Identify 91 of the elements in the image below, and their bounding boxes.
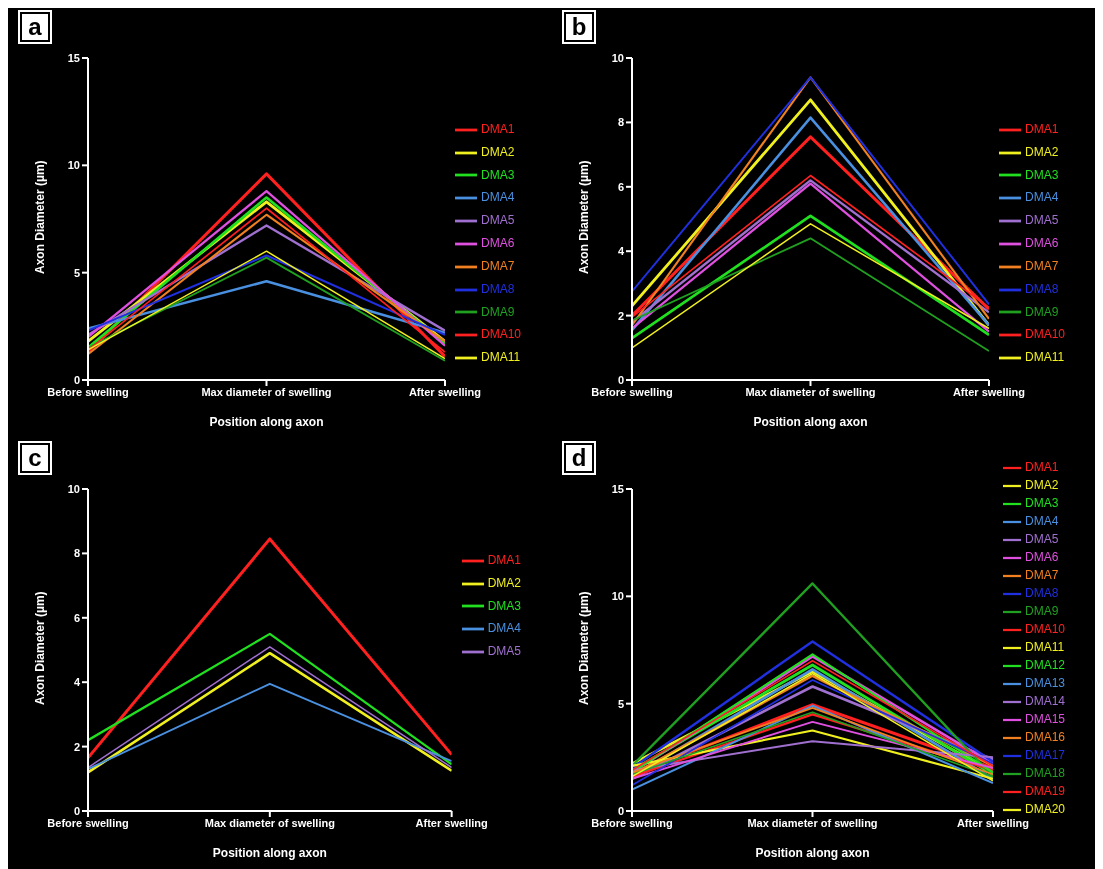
x-axis-title: Position along axon xyxy=(755,846,870,860)
x-tick-label: Max diameter of swelling xyxy=(745,385,876,398)
legend-label: DMA3 xyxy=(480,167,515,182)
legend-label: DMA18 xyxy=(1024,766,1065,781)
legend-label: DMA14 xyxy=(1024,694,1065,709)
legend-label: DMA7 xyxy=(1024,258,1059,273)
legend-label: DMA6 xyxy=(480,236,515,251)
y-axis-title: Axon Diameter (µm) xyxy=(33,160,48,274)
x-axis-title: Position along axon xyxy=(212,846,327,860)
legend-label: DMA10 xyxy=(1024,327,1065,342)
x-tick-label: After swelling xyxy=(956,816,1030,829)
chart-title: a xyxy=(20,12,50,42)
legend-label: DMA5 xyxy=(1024,532,1059,547)
chart-title: d xyxy=(564,443,594,473)
chart-title: c xyxy=(20,443,50,473)
x-tick-label: After swelling xyxy=(952,385,1026,398)
y-axis-title: Axon Diameter (µm) xyxy=(577,591,592,705)
x-tick-label: After swelling xyxy=(408,385,482,398)
legend-label: DMA8 xyxy=(1024,586,1059,601)
legend-label: DMA7 xyxy=(480,258,515,273)
legend-label: DMA1 xyxy=(487,553,521,567)
y-tick-label: 6 xyxy=(73,611,80,624)
legend-label: DMA3 xyxy=(487,598,521,613)
x-tick-label: After swelling xyxy=(415,816,488,829)
y-tick-label: 15 xyxy=(611,482,624,495)
legend-label: DMA6 xyxy=(1024,236,1059,251)
legend-label: DMA9 xyxy=(1024,304,1059,319)
legend-label: DMA13 xyxy=(1024,676,1065,691)
legend-label: DMA8 xyxy=(1024,281,1059,296)
legend-label: DMA15 xyxy=(1024,712,1065,727)
y-tick-label: 10 xyxy=(67,482,80,495)
legend-label: DMA17 xyxy=(1024,748,1065,763)
y-tick-label: 4 xyxy=(73,676,81,689)
legend-label: DMA11 xyxy=(1024,350,1065,365)
y-tick-label: 15 xyxy=(67,51,80,64)
legend-label: DMA10 xyxy=(1024,622,1065,637)
x-tick-label: Before swelling xyxy=(591,385,673,398)
legend-label: DMA20 xyxy=(1024,802,1065,817)
y-tick-label: 2 xyxy=(617,309,624,322)
legend-label: DMA5 xyxy=(1024,213,1059,228)
y-tick-label: 8 xyxy=(617,116,624,129)
x-tick-label: Max diameter of swelling xyxy=(204,816,335,829)
legend-label: DMA4 xyxy=(1024,190,1059,205)
legend-label: DMA11 xyxy=(480,350,521,365)
y-axis-title: Axon Diameter (µm) xyxy=(577,160,592,274)
y-axis-title: Axon Diameter (µm) xyxy=(33,591,48,705)
legend-label: DMA2 xyxy=(1024,144,1059,159)
y-tick-label: 10 xyxy=(611,590,624,603)
legend-label: DMA5 xyxy=(480,213,515,228)
y-tick-label: 5 xyxy=(73,266,80,279)
y-tick-label: 10 xyxy=(67,159,80,172)
y-tick-label: 2 xyxy=(73,740,80,753)
x-axis-title: Position along axon xyxy=(753,415,868,429)
legend-label: DMA1 xyxy=(1024,122,1059,136)
x-tick-label: Before swelling xyxy=(591,816,673,829)
legend-label: DMA7 xyxy=(1024,568,1059,583)
legend-label: DMA9 xyxy=(480,304,515,319)
y-tick-label: 0 xyxy=(617,373,624,386)
y-tick-label: 5 xyxy=(617,697,624,710)
legend-label: DMA11 xyxy=(1024,640,1065,655)
y-tick-label: 10 xyxy=(611,51,624,64)
legend-label: DMA2 xyxy=(487,575,521,590)
y-tick-label: 6 xyxy=(617,180,624,193)
legend-label: DMA9 xyxy=(1024,604,1059,619)
legend-label: DMA12 xyxy=(1024,658,1065,673)
legend-label: DMA8 xyxy=(480,281,515,296)
legend-label: DMA10 xyxy=(480,327,521,342)
legend-label: DMA4 xyxy=(487,621,521,636)
legend-label: DMA2 xyxy=(480,144,515,159)
x-tick-label: Before swelling xyxy=(47,816,129,829)
y-tick-label: 4 xyxy=(617,245,625,258)
legend-label: DMA1 xyxy=(1024,460,1059,475)
legend-label: DMA19 xyxy=(1024,784,1065,799)
legend-label: DMA5 xyxy=(487,644,521,659)
x-tick-label: Before swelling xyxy=(47,385,129,398)
x-tick-label: Max diameter of swelling xyxy=(747,816,878,829)
legend-label: DMA4 xyxy=(480,190,515,205)
legend-label: DMA6 xyxy=(1024,550,1059,565)
x-axis-title: Position along axon xyxy=(209,415,324,429)
legend-label: DMA16 xyxy=(1024,730,1065,745)
chart-title: b xyxy=(564,12,594,42)
legend-label: DMA3 xyxy=(1024,496,1059,511)
legend-label: DMA4 xyxy=(1024,514,1059,529)
y-tick-label: 0 xyxy=(73,373,80,386)
legend-label: DMA3 xyxy=(1024,167,1059,182)
legend-label: DMA2 xyxy=(1024,478,1059,493)
y-tick-label: 0 xyxy=(73,804,80,817)
y-tick-label: 0 xyxy=(617,804,624,817)
y-tick-label: 8 xyxy=(73,547,80,560)
legend-label: DMA1 xyxy=(480,122,515,136)
x-tick-label: Max diameter of swelling xyxy=(201,385,332,398)
